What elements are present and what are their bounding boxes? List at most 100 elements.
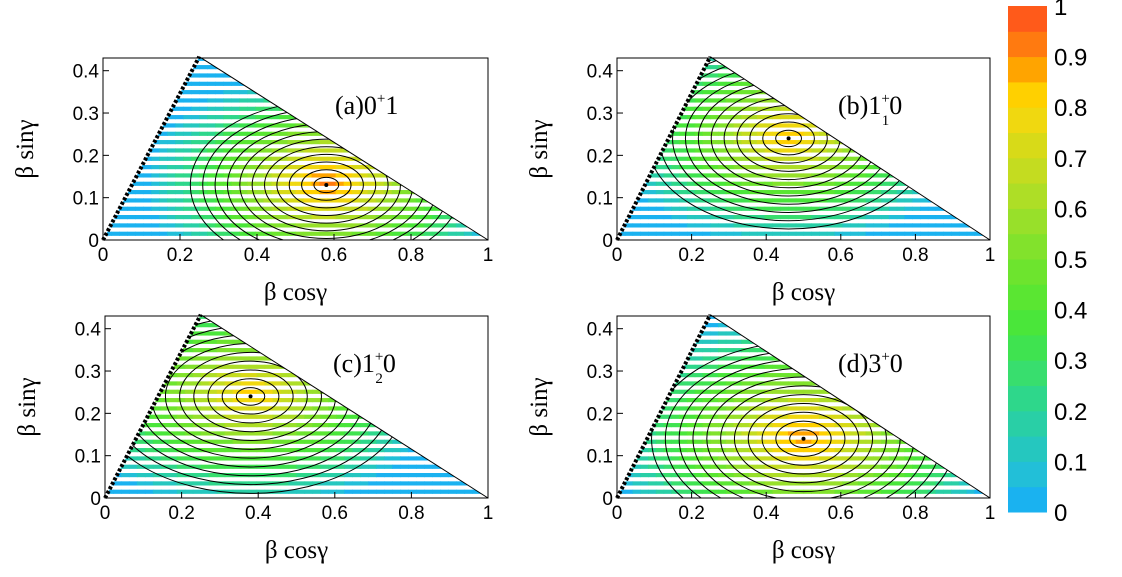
surface-cell [455, 115, 465, 120]
surface-cell [896, 389, 906, 394]
surface-cell [756, 115, 766, 120]
surface-cell [787, 331, 797, 336]
surface-cell [935, 131, 944, 136]
surface-cell [167, 215, 176, 220]
surface-cell [143, 123, 152, 128]
surface-cell [694, 323, 704, 328]
surface-cell [826, 98, 836, 103]
surface-cell [624, 140, 634, 145]
surface-cell [192, 448, 202, 453]
surface-cell [982, 65, 990, 70]
surface-cell [974, 190, 983, 195]
surface-cell [103, 181, 112, 186]
surface-cell [424, 414, 433, 419]
surface-cell [215, 81, 224, 86]
surface-cell [192, 473, 202, 478]
surface-cell [803, 206, 812, 211]
surface-cell [455, 123, 465, 128]
surface-cell [327, 65, 337, 70]
surface-cell [764, 439, 774, 444]
surface-cell [857, 381, 867, 386]
surface-cell [383, 140, 393, 145]
surface-cell [795, 65, 805, 70]
surface-cell [927, 73, 937, 78]
surface-cell [352, 473, 361, 478]
surface-cell [103, 156, 112, 161]
surface-cell [974, 373, 983, 378]
surface-cell [850, 448, 859, 453]
surface-cell [464, 439, 473, 444]
surface-cell [215, 173, 224, 178]
surface-cell [320, 339, 330, 344]
x-tick-label: 0.2 [678, 503, 704, 524]
surface-cell [927, 56, 937, 61]
surface-cell [391, 173, 401, 178]
surface-cell [624, 198, 634, 203]
surface-cell [263, 81, 273, 86]
surface-cell [787, 448, 797, 453]
surface-cell [896, 81, 906, 86]
surface-cell [702, 215, 711, 220]
surface-cell [455, 140, 465, 145]
surface-cell [471, 231, 481, 236]
surface-cell [199, 148, 208, 153]
surface-cell [640, 223, 649, 228]
surface-cell [247, 215, 256, 220]
surface-cell [168, 314, 178, 319]
surface-cell [803, 456, 812, 461]
surface-cell [287, 165, 297, 170]
surface-cell [935, 414, 944, 419]
surface-cell [710, 115, 719, 120]
surface-cell [982, 173, 990, 178]
surface-cell [344, 414, 353, 419]
surface-cell [240, 423, 250, 428]
surface-cell [368, 406, 377, 411]
surface-cell [927, 439, 937, 444]
surface-cell [335, 73, 345, 78]
surface-cell [865, 448, 875, 453]
surface-cell [335, 81, 345, 86]
surface-cell [432, 373, 441, 378]
surface-cell [927, 98, 937, 103]
surface-cell [248, 373, 258, 378]
surface-cell [741, 398, 750, 403]
surface-cell [694, 173, 704, 178]
surface-cell [795, 198, 805, 203]
surface-cell [199, 106, 208, 111]
surface-cell [192, 481, 202, 486]
colorbar-segment [1008, 6, 1047, 32]
surface-cell [127, 56, 136, 61]
surface-cell [105, 364, 114, 369]
surface-cell [780, 473, 789, 478]
surface-cell [136, 481, 146, 486]
surface-cell [352, 398, 361, 403]
surface-cell [439, 140, 449, 145]
surface-cell [632, 131, 641, 136]
surface-cell [694, 156, 704, 161]
surface-cell [207, 181, 216, 186]
surface-cell [464, 389, 473, 394]
surface-cell [951, 81, 960, 86]
surface-cell [772, 123, 781, 128]
surface-cell [359, 140, 369, 145]
surface-cell [648, 314, 657, 319]
surface-cell [811, 473, 820, 478]
surface-cell [176, 423, 186, 428]
surface-cell [671, 448, 680, 453]
surface-cell [686, 173, 696, 178]
surface-cell [982, 73, 990, 78]
surface-cell [888, 181, 898, 186]
surface-cell [819, 381, 828, 386]
surface-cell [966, 348, 976, 353]
surface-cell [787, 381, 797, 386]
surface-cell [103, 73, 112, 78]
surface-cell [400, 448, 409, 453]
surface-cell [803, 364, 812, 369]
surface-cell [408, 481, 417, 486]
surface-cell [384, 314, 393, 319]
surface-cell [655, 423, 665, 428]
surface-cell [749, 73, 758, 78]
surface-cell [296, 356, 306, 361]
colorbar-segment [1008, 31, 1047, 58]
